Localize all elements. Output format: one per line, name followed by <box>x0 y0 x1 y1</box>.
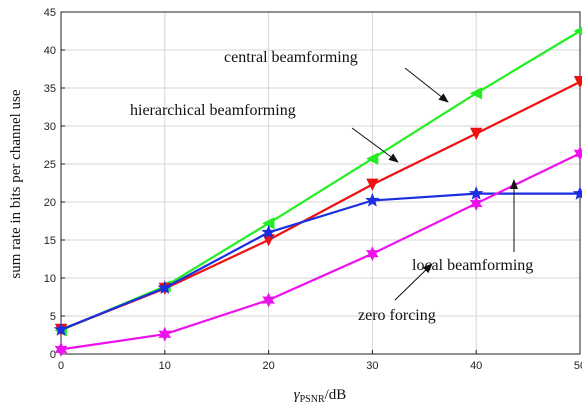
y-tick-label: 25 <box>44 159 56 171</box>
y-tick-label: 0 <box>50 349 56 361</box>
annotation-label: central beamforming <box>224 49 358 66</box>
x-axis-label-unit: /dB <box>325 387 347 403</box>
x-tick-label: 0 <box>58 360 64 372</box>
data-point-hierarchical-beamforming <box>573 76 582 89</box>
data-point-local-beamforming <box>157 280 173 294</box>
y-tick-label: 30 <box>44 121 56 133</box>
x-tick-label: 40 <box>470 360 482 372</box>
data-point-central-beamforming <box>366 152 379 165</box>
x-tick-label: 30 <box>366 360 378 372</box>
data-point-central-beamforming <box>573 26 582 36</box>
series-line-central-beamforming <box>60 30 581 332</box>
data-point-hierarchical-beamforming <box>470 127 483 140</box>
data-point-zero-forcing <box>262 292 276 308</box>
series-layer <box>53 26 582 357</box>
series-central-beamforming <box>54 26 582 337</box>
x-axis-label-sub: PSNR <box>300 394 325 405</box>
data-point-zero-forcing <box>573 145 582 161</box>
data-point-zero-forcing <box>54 341 68 357</box>
data-point-zero-forcing <box>469 196 483 211</box>
data-point-zero-forcing <box>365 246 379 262</box>
annotation-arrow <box>404 67 449 103</box>
axis-ticks: 0 10 20 30 40 50 0 5 10 15 20 25 30 35 40 45 <box>44 7 582 372</box>
series-line-hierarchical-beamforming <box>60 80 581 331</box>
data-point-local-beamforming <box>365 192 380 207</box>
y-tick-label: 20 <box>44 197 56 209</box>
y-tick-label: 40 <box>44 45 56 57</box>
plot-frame <box>60 11 581 355</box>
data-point-central-beamforming <box>469 87 483 100</box>
series-local-beamforming <box>53 185 582 336</box>
y-tick-label: 35 <box>44 83 56 95</box>
x-tick-label: 20 <box>262 360 274 372</box>
x-axis-label-main: γ <box>294 387 301 403</box>
data-point-zero-forcing <box>158 326 172 342</box>
y-tick-label: 5 <box>50 311 56 323</box>
series-line-local-beamforming <box>60 192 580 331</box>
x-tick-label: 50 <box>574 360 582 372</box>
annotation-label: local beamforming <box>412 257 533 274</box>
x-axis-label: γPSNR/dB <box>294 387 347 405</box>
annotation-arrow <box>351 127 399 163</box>
series-zero-forcing <box>54 145 582 357</box>
y-tick-label: 45 <box>44 7 56 19</box>
annotations: central beamforming hierarchical beamform… <box>130 49 533 324</box>
annotation-label: hierarchical beamforming <box>130 102 296 119</box>
y-tick-label: 15 <box>44 235 56 247</box>
x-tick-label: 10 <box>159 360 171 372</box>
y-tick-label: 10 <box>44 273 56 285</box>
annotation-label: zero forcing <box>358 307 436 324</box>
annotation-arrow <box>394 263 433 301</box>
data-point-local-beamforming <box>53 322 69 336</box>
data-point-local-beamforming <box>572 185 582 200</box>
y-axis-label: sum rate in bits per channel use <box>8 89 24 278</box>
data-point-hierarchical-beamforming <box>366 178 379 191</box>
data-point-local-beamforming <box>261 224 276 239</box>
series-line-zero-forcing <box>60 152 581 351</box>
